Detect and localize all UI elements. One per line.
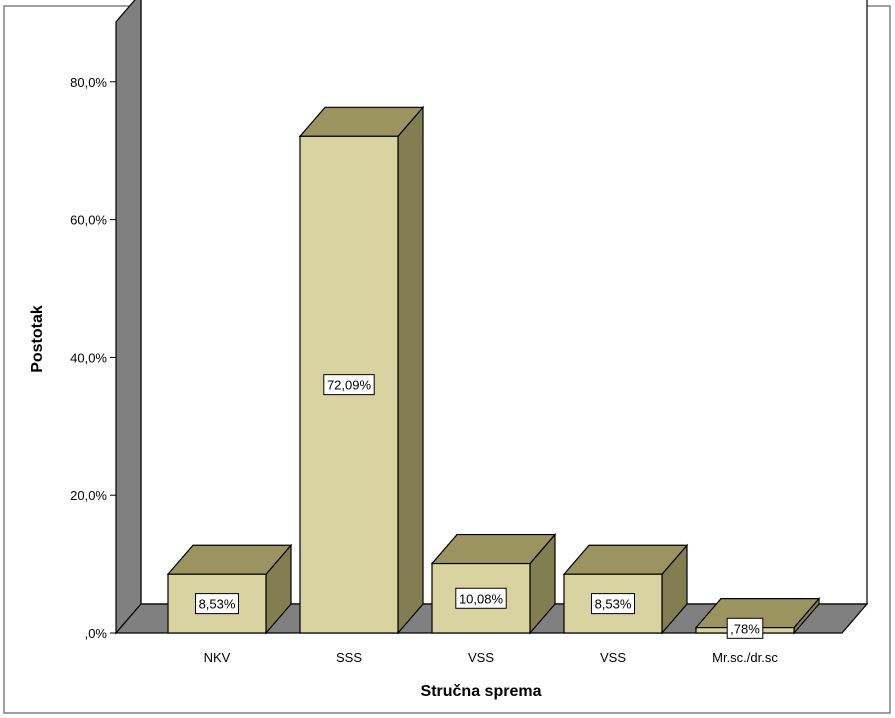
data-label-box — [323, 374, 375, 396]
data-label: 8,53% — [595, 597, 632, 612]
x-axis-tick-labels: NKV SSS VSS VSS Mr.sc./dr.sc — [204, 650, 779, 665]
x-axis-title: Stručna sprema — [421, 683, 542, 700]
y-tick-label: 40,0% — [70, 350, 107, 365]
y-axis-ticks: ,0% 20,0% 40,0% 60,0% 80,0% — [70, 75, 116, 641]
data-label-box — [726, 617, 764, 639]
data-label-box — [455, 587, 507, 609]
y-axis-title: Postotak — [29, 305, 46, 373]
y-tick-label: 60,0% — [70, 213, 107, 228]
bar: 72,09% — [298, 105, 425, 635]
bar-side-face — [397, 105, 424, 635]
bar: 8,53% — [166, 543, 293, 635]
x-tick-label: Mr.sc./dr.sc — [712, 650, 778, 665]
x-tick-label: SSS — [336, 650, 362, 665]
bar: 8,53% — [562, 543, 689, 635]
y-tick-label: 20,0% — [70, 488, 107, 503]
data-label: 10,08% — [459, 591, 504, 606]
data-label-box — [195, 593, 239, 615]
data-label: 8,53% — [199, 597, 236, 612]
data-label: ,78% — [730, 621, 760, 636]
y-tick-label: ,0% — [85, 626, 108, 641]
x-tick-label: VSS — [468, 650, 494, 665]
bar: ,78% — [694, 597, 821, 639]
bars-group: 8,53% 72,09% 10,08% 8,53% ,78% — [166, 105, 821, 639]
x-tick-label: NKV — [204, 650, 231, 665]
x-tick-label: VSS — [600, 650, 626, 665]
back-wall — [140, 0, 868, 605]
left-wall — [115, 0, 142, 635]
y-tick-label: 80,0% — [70, 75, 107, 90]
data-label-box — [591, 593, 635, 615]
data-label: 72,09% — [327, 378, 372, 393]
bar: 10,08% — [430, 532, 557, 635]
